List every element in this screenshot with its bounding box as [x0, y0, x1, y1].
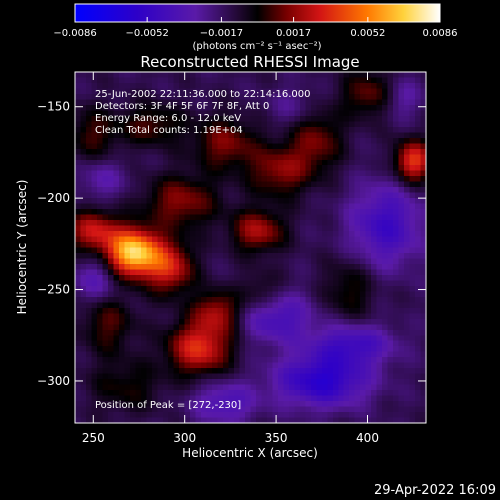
chart-title: Reconstructed RHESSI Image [140, 53, 359, 71]
y-tick-label: −150 [37, 100, 70, 114]
x-axis: 250 300 350 400 [82, 72, 379, 445]
colorbar-gradient [74, 3, 441, 23]
colorbar: −0.0086 −0.0052 −0.0017 0.0017 0.0052 0.0086 … [53, 3, 458, 52]
y-axis-label: Heliocentric Y (arcsec) [15, 180, 29, 315]
annotation-line: Energy Range: 6.0 - 12.0 keV [95, 113, 241, 124]
heatmap-wrapper [75, 72, 426, 423]
annotation-line: 25-Jun-2002 22:11:36.000 to 22:14:16.000 [95, 89, 311, 100]
x-axis-label: Heliocentric X (arcsec) [182, 446, 318, 460]
annotations: 25-Jun-2002 22:11:36.000 to 22:14:16.000… [95, 89, 311, 136]
colorbar-ticks: −0.0086 −0.0052 −0.0017 0.0017 0.0052 0.0086 [53, 17, 458, 39]
colorbar-units: (photons cm⁻² s⁻¹ asec⁻²) [192, 41, 321, 52]
annotation-line: Detectors: 3F 4F 5F 6F 7F 8F, Att 0 [95, 101, 269, 112]
x-tick-label: 300 [173, 431, 196, 445]
colorbar-tick-label: 0.0052 [350, 28, 385, 39]
colorbar-tick-label: 0.0017 [276, 28, 311, 39]
y-tick-label: −200 [37, 191, 70, 205]
peak-position-label: Position of Peak = [272,-230] [95, 400, 241, 411]
footer-date: 29-Apr-2022 16:09 [374, 483, 496, 498]
x-tick-label: 250 [82, 431, 105, 445]
colorbar-tick-label: 0.0086 [423, 28, 458, 39]
colorbar-tick-label: −0.0017 [200, 28, 243, 39]
x-tick-label: 400 [356, 431, 379, 445]
y-tick-label: −300 [37, 374, 70, 388]
heatmap-image [75, 72, 426, 423]
annotation-line: Clean Total counts: 1.19E+04 [95, 125, 243, 136]
y-axis: −300 −250 −200 −150 [37, 100, 426, 388]
colorbar-tick-label: −0.0086 [53, 28, 96, 39]
y-tick-label: −250 [37, 283, 70, 297]
colorbar-tick-label: −0.0052 [125, 28, 168, 39]
plot-frame [74, 71, 427, 424]
x-tick-label: 350 [265, 431, 288, 445]
